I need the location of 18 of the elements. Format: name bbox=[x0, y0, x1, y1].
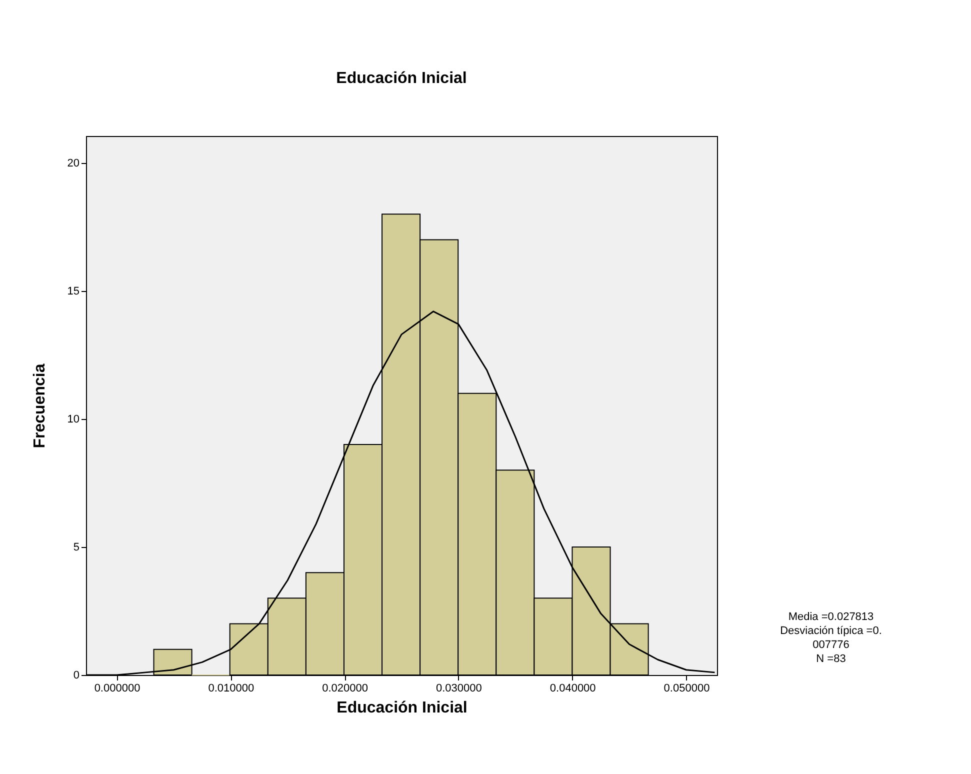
y-tick-label: 0 bbox=[73, 670, 80, 682]
text: Media =0.027813 bbox=[788, 611, 874, 623]
x-tick-label: 0.050000 bbox=[664, 682, 710, 694]
y-axis-title: Frecuencia bbox=[31, 364, 48, 448]
x-tick-label: 0.020000 bbox=[322, 682, 368, 694]
x-tick-label: 0.040000 bbox=[550, 682, 596, 694]
x-tick-label: 0.010000 bbox=[208, 682, 254, 694]
text: 007776 bbox=[812, 639, 850, 651]
y-tick-label: 20 bbox=[67, 157, 80, 170]
text: N =83 bbox=[816, 653, 846, 665]
y-tick-label: 15 bbox=[67, 285, 80, 298]
y-tick-label: 10 bbox=[67, 413, 80, 426]
x-tick-label: 0.030000 bbox=[436, 682, 482, 694]
x-axis-title: Educación Inicial bbox=[336, 700, 468, 716]
x-tick-label: 0.000000 bbox=[94, 682, 140, 694]
chart-title: Educación Inicial bbox=[336, 70, 467, 87]
text: Desviación típica =0. bbox=[780, 625, 882, 637]
y-tick-label: 5 bbox=[73, 541, 80, 554]
